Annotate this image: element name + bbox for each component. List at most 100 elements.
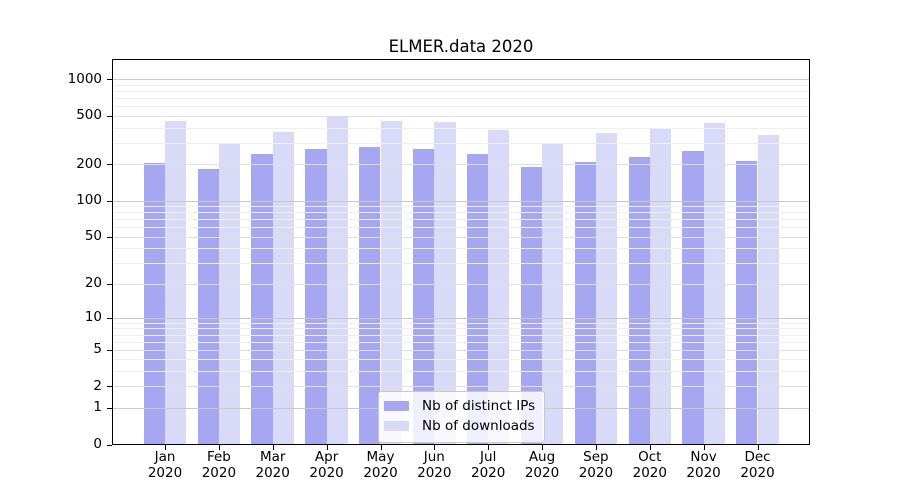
- x-tick-mark-may: [380, 445, 382, 450]
- y-tick-label-20: 20: [84, 275, 102, 292]
- gridline-y-40: [113, 248, 809, 250]
- x-tick-label-dec: Dec 2020: [740, 449, 775, 481]
- bar-downloads-aug: [542, 142, 564, 445]
- bar-distinct-ips-nov: [682, 151, 704, 445]
- y-tick-mark-200: [107, 164, 112, 166]
- x-tick-label-feb: Feb 2020: [201, 449, 237, 481]
- x-tick-label-jul: Jul 2020: [471, 449, 506, 481]
- gridline-y-90: [113, 206, 809, 208]
- y-tick-mark-2: [107, 386, 112, 388]
- bar-downloads-oct: [649, 129, 672, 445]
- gridline-y-900: [113, 84, 809, 86]
- gridline-y-80: [113, 212, 809, 214]
- legend-item-downloads: Nb of downloads: [384, 416, 535, 436]
- gridline-y-1000: [113, 79, 809, 81]
- bar-distinct-ips-feb: [197, 168, 219, 445]
- gridline-y-300: [113, 142, 809, 144]
- bar-downloads-mar: [272, 131, 294, 445]
- gridline-y-70: [113, 219, 809, 221]
- gridline-y-5: [113, 349, 809, 351]
- gridline-y-8: [113, 328, 809, 330]
- bar-distinct-ips-apr: [305, 148, 327, 445]
- gridline-y-7: [113, 334, 809, 336]
- gridline-y-20: [113, 283, 809, 285]
- gridline-y-50: [113, 236, 809, 238]
- bar-distinct-ips-dec: [736, 161, 758, 445]
- gridline-y-800: [113, 91, 809, 93]
- y-tick-mark-5: [107, 349, 112, 351]
- bar-downloads-dec: [757, 135, 779, 445]
- bar-distinct-ips-jun: [413, 148, 435, 445]
- gridline-y-700: [113, 98, 809, 100]
- x-tick-mark-oct: [649, 445, 651, 450]
- y-tick-label-10: 10: [84, 309, 102, 326]
- y-tick-label-100: 100: [76, 192, 102, 209]
- y-tick-label-0: 0: [93, 436, 102, 452]
- y-tick-mark-100: [107, 200, 112, 202]
- gridline-y-3: [113, 371, 809, 373]
- legend-label-distinct-ips: Nb of distinct IPs: [422, 398, 536, 414]
- y-tick-mark-10: [107, 317, 112, 319]
- bar-distinct-ips-aug: [520, 167, 542, 445]
- gridline-y-500: [113, 115, 809, 117]
- bar-downloads-nov: [703, 122, 725, 445]
- x-tick-mark-apr: [326, 445, 328, 450]
- bar-downloads-apr: [326, 116, 348, 445]
- bar-downloads-jan: [165, 120, 187, 445]
- chart-title: ELMER.data 2020: [388, 37, 534, 56]
- bar-downloads-jul: [488, 129, 510, 445]
- bar-distinct-ips-oct: [628, 157, 650, 445]
- x-tick-label-mar: Mar 2020: [255, 449, 290, 481]
- gridline-y-9: [113, 322, 809, 324]
- legend-swatch-downloads: [384, 420, 409, 432]
- x-tick-label-jun: Jun 2020: [417, 449, 452, 481]
- y-tick-label-200: 200: [76, 155, 102, 172]
- y-tick-label-50: 50: [84, 228, 102, 245]
- bar-distinct-ips-mar: [251, 153, 273, 445]
- x-tick-mark-nov: [703, 445, 705, 450]
- y-tick-mark-50: [107, 236, 112, 238]
- y-tick-label-2: 2: [93, 377, 102, 394]
- bar-distinct-ips-jan: [143, 162, 165, 445]
- y-tick-mark-1000: [107, 79, 112, 81]
- x-tick-mark-aug: [542, 445, 543, 450]
- y-tick-label-1: 1: [93, 399, 102, 416]
- x-tick-label-sep: Sep 2020: [578, 449, 614, 481]
- x-tick-label-jan: Jan 2020: [147, 449, 183, 481]
- x-tick-mark-dec: [757, 445, 759, 450]
- bar-distinct-ips-may: [359, 147, 381, 445]
- x-tick-mark-sep: [595, 445, 597, 450]
- x-tick-label-oct: Oct 2020: [632, 449, 667, 481]
- x-tick-mark-jun: [434, 445, 436, 450]
- x-tick-label-may: May 2020: [363, 449, 398, 481]
- gridline-y-400: [113, 127, 809, 129]
- y-tick-mark-1: [107, 407, 112, 409]
- legend-swatch-distinct-ips: [384, 400, 409, 412]
- bar-downloads-sep: [595, 133, 618, 445]
- gridline-y-6: [113, 341, 809, 343]
- gridline-y-30: [113, 263, 809, 264]
- gridline-y-100: [113, 200, 809, 202]
- y-tick-mark-500: [107, 115, 112, 117]
- y-tick-label-1000: 1000: [67, 70, 102, 87]
- x-tick-mark-feb: [218, 445, 220, 450]
- legend-label-downloads: Nb of downloads: [422, 418, 535, 434]
- bar-distinct-ips-sep: [574, 162, 596, 445]
- gridline-y-200: [113, 164, 809, 166]
- legend-item-distinct-ips: Nb of distinct IPs: [384, 396, 535, 416]
- bar-downloads-jun: [434, 121, 456, 445]
- x-tick-label-nov: Nov 2020: [686, 449, 721, 481]
- legend: Nb of distinct IPs Nb of downloads: [378, 391, 546, 443]
- x-tick-mark-jul: [488, 445, 490, 450]
- bar-downloads-feb: [218, 143, 241, 445]
- gridline-y-4: [113, 359, 809, 361]
- y-tick-label-5: 5: [93, 341, 102, 358]
- gridline-y-10: [113, 317, 809, 319]
- x-tick-mark-mar: [272, 445, 274, 450]
- x-tick-mark-jan: [165, 445, 166, 450]
- x-tick-label-aug: Aug 2020: [524, 449, 560, 481]
- x-tick-label-apr: Apr 2020: [309, 449, 344, 481]
- y-tick-mark-20: [107, 283, 112, 285]
- y-tick-mark-0: [107, 444, 112, 446]
